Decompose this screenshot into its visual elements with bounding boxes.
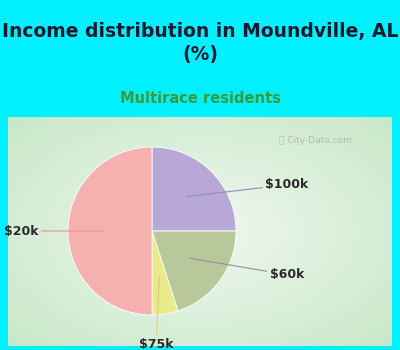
Text: $60k: $60k	[189, 258, 304, 281]
Text: $20k: $20k	[4, 224, 103, 238]
Text: Multirace residents: Multirace residents	[120, 91, 280, 106]
Text: $75k: $75k	[139, 276, 174, 350]
Text: ⓘ City-Data.com: ⓘ City-Data.com	[279, 135, 352, 145]
Text: $100k: $100k	[186, 178, 309, 197]
Text: Income distribution in Moundville, AL
(%): Income distribution in Moundville, AL (%…	[2, 22, 398, 64]
Wedge shape	[152, 231, 178, 315]
Wedge shape	[152, 231, 236, 311]
Wedge shape	[152, 147, 236, 231]
Wedge shape	[68, 147, 152, 315]
